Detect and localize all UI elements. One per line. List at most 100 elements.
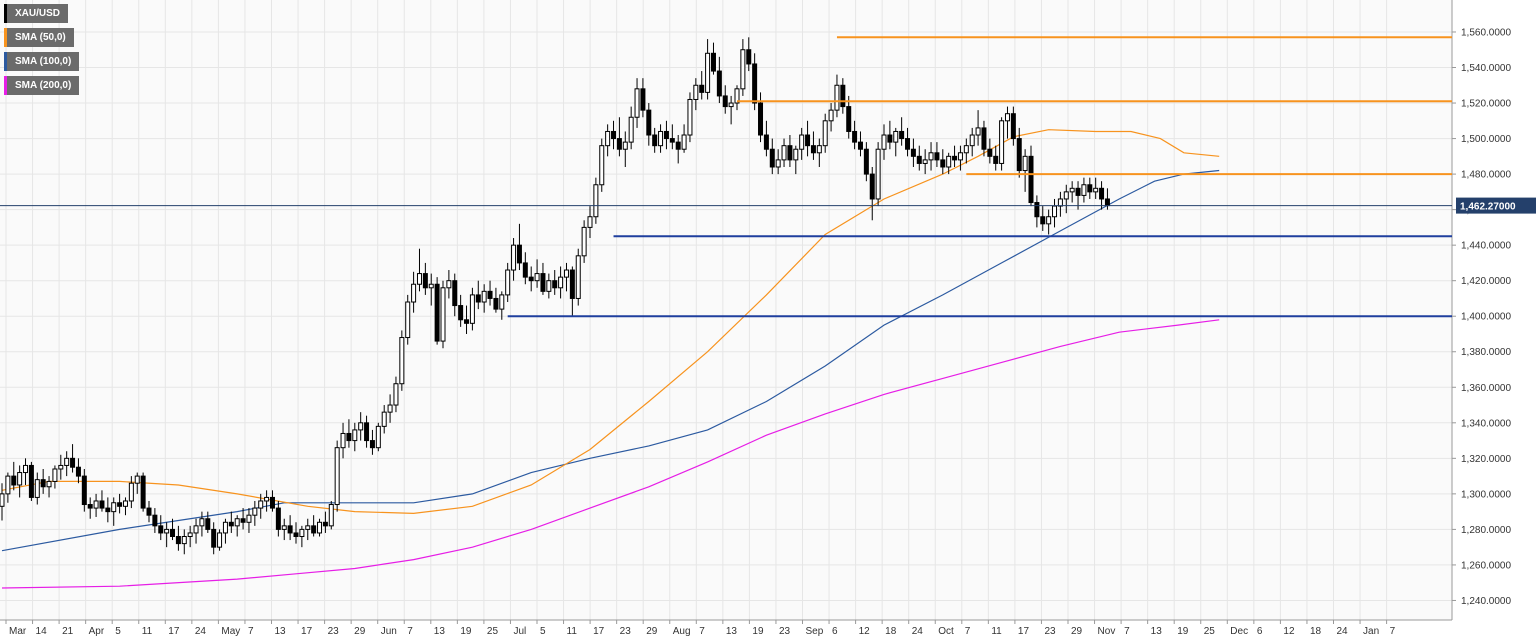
candle-body [522,262,528,278]
candle-body [1016,138,1022,172]
y-tick-label: 1,500.0000 [1461,134,1511,145]
x-tick-label: 13 [1151,626,1163,637]
candle-body [846,106,852,132]
candle-body [581,226,587,257]
candle-body [669,138,675,143]
x-tick-label: Jan [1363,626,1379,637]
candle-body [675,141,681,150]
candle-body [416,273,422,285]
candle-body [728,102,734,108]
candle-body [793,148,799,161]
candle-body [628,116,634,143]
legend-item-sma50[interactable]: SMA (50,0) [4,28,74,47]
candle-body [134,475,140,484]
candle-body [381,411,387,427]
x-tick-label: 23 [1044,626,1056,637]
candle-body [593,184,599,218]
candle-body [264,496,270,502]
x-tick-label: 29 [646,626,658,637]
x-tick-label: 13 [275,626,287,637]
sma200-line [1,319,1220,589]
candle-body [1004,113,1010,122]
candle-body [852,130,858,143]
x-tick-label: 17 [168,626,180,637]
candle-body [399,337,405,385]
candle-body [752,63,758,104]
candle-body [117,502,123,507]
candle-body [340,432,346,449]
candle-body [258,500,264,509]
candle-body [816,145,822,154]
candle-body [252,507,258,516]
candle-body [464,319,470,324]
y-tick-label: 1,300.0000 [1461,489,1511,500]
candle-body [910,148,916,157]
x-tick-label: Aug [673,626,691,637]
legend-item-sma200[interactable]: SMA (200,0) [4,76,80,95]
candle-body [352,429,358,442]
candle-body [1010,113,1016,140]
y-tick-label: 1,380.0000 [1461,347,1511,358]
candle-body [28,464,34,498]
legend-swatch-sma200 [4,76,7,95]
candle-body [1087,184,1093,193]
x-tick-label: 19 [1177,626,1189,637]
candle-body [893,130,899,143]
y-tick-label: 1,400.0000 [1461,312,1511,323]
x-tick-label: 17 [301,626,313,637]
candle-body [963,145,969,154]
x-tick-label: 25 [487,626,499,637]
y-tick-label: 1,540.0000 [1461,63,1511,74]
candle-body [234,518,240,527]
candle-body [710,52,716,72]
candle-body [222,521,228,534]
candle-body [105,507,111,513]
x-tick-label: 21 [62,626,74,637]
candle-body [528,276,534,282]
candle-body [740,49,746,90]
legend-item-sma100[interactable]: SMA (100,0) [4,52,80,71]
candle-body [952,155,958,161]
candle-body [516,244,522,264]
candle-body [434,283,440,342]
candle-body [1022,155,1028,172]
candle-body [5,475,11,495]
x-tick-label: 24 [912,626,924,637]
candle-body [646,109,652,136]
x-tick-label: 11 [567,626,578,637]
candle-body [946,155,952,168]
candle-body [240,518,246,523]
x-tick-label: May [221,626,240,637]
candle-body [799,134,805,150]
candle-body [1040,216,1046,225]
candle-body [928,152,934,161]
candle-body [622,141,628,150]
candle-body [899,130,905,140]
x-tick-label: 6 [1257,626,1263,637]
candle-body [193,525,199,534]
candle-body [228,521,234,527]
candle-body [1069,187,1075,193]
candle-body [1046,216,1052,225]
candle-body [940,159,946,168]
candle-body [981,127,987,150]
candle-body [734,88,740,104]
candle-body [111,502,117,513]
legend-item-xauusd[interactable]: XAU/USD [4,4,69,23]
candle-body [52,468,58,482]
candle-body [122,500,128,507]
x-tick-label: 18 [885,626,897,637]
candle-body [64,457,70,466]
candle-body [558,276,564,289]
candle-body [975,127,981,136]
candle-body [475,294,481,303]
candle-body [922,159,928,164]
candle-body [452,280,458,307]
candle-body [916,155,922,164]
candle-body [1034,202,1040,218]
current-price-label: 1,462.27000 [1460,202,1516,213]
candle-body [640,88,646,111]
candle-body [822,120,828,147]
x-tick-label: 5 [540,626,546,637]
